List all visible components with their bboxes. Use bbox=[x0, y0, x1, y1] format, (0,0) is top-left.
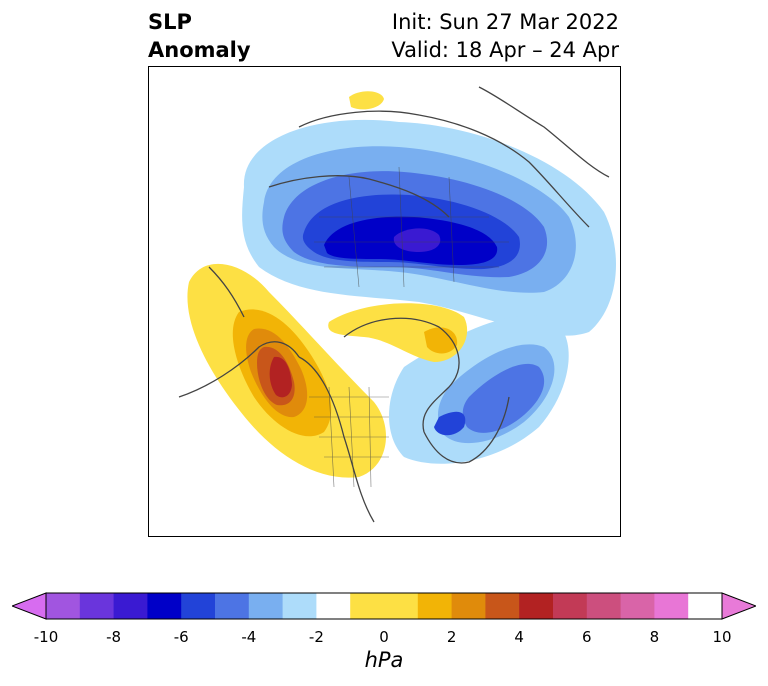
map-canvas bbox=[178, 86, 616, 523]
colorbar-tick-label: -10 bbox=[33, 628, 59, 646]
colorbar-segment bbox=[350, 593, 419, 619]
colorbar-segment bbox=[181, 593, 216, 619]
colorbar-segment bbox=[417, 593, 453, 619]
colorbar-segment bbox=[654, 593, 689, 619]
colorbar-tick-label: -6 bbox=[173, 628, 189, 646]
colorbar-segment bbox=[485, 593, 520, 619]
colorbar-segment bbox=[620, 593, 655, 619]
valid-range: Valid: 18 Apr – 24 Apr bbox=[391, 38, 619, 62]
positive-anomaly-pacific bbox=[187, 263, 386, 478]
colorbar bbox=[12, 592, 756, 620]
colorbar-extend-high bbox=[721, 592, 756, 620]
map-title: SLP Anomaly bbox=[148, 8, 251, 64]
title-line-2: Anomaly bbox=[148, 38, 251, 62]
colorbar-segment bbox=[248, 593, 284, 619]
colorbar-segment bbox=[215, 593, 250, 619]
colorbar-segment bbox=[113, 593, 148, 619]
init-date: Init: Sun 27 Mar 2022 bbox=[391, 10, 619, 34]
colorbar-segment bbox=[46, 593, 81, 619]
positive-anomaly-alaska bbox=[328, 303, 468, 362]
political-borders bbox=[309, 166, 509, 488]
slp-anomaly-map bbox=[148, 66, 621, 537]
negative-anomaly-arctic bbox=[242, 119, 616, 336]
colorbar-frame bbox=[45, 592, 723, 620]
positive-anomaly-arctic-small bbox=[349, 91, 384, 110]
colorbar-segment bbox=[316, 593, 351, 619]
colorbar-extend-low bbox=[12, 592, 47, 620]
colorbar-unit: hPa bbox=[364, 648, 404, 672]
colorbar-tick-label: 8 bbox=[649, 628, 660, 646]
colorbar-segment bbox=[553, 593, 588, 619]
colorbar-tick-label: 2 bbox=[446, 628, 457, 646]
colorbar-tick-label: 10 bbox=[712, 628, 732, 646]
forecast-dates: Init: Sun 27 Mar 2022 Valid: 18 Apr – 24… bbox=[391, 8, 619, 64]
colorbar-segment bbox=[688, 593, 723, 619]
colorbar-segment bbox=[282, 593, 317, 619]
colorbar-segment bbox=[586, 593, 622, 619]
colorbar-segment bbox=[519, 593, 554, 619]
colorbar-tick-label: 0 bbox=[379, 628, 389, 646]
colorbar-segments bbox=[46, 593, 723, 619]
colorbar-segment bbox=[79, 593, 115, 619]
title-line-1: SLP bbox=[148, 10, 192, 34]
colorbar-tick-label: -2 bbox=[308, 628, 324, 646]
colorbar-tick-label: 6 bbox=[582, 628, 592, 646]
colorbar-tick-label: 4 bbox=[514, 628, 524, 646]
colorbar-tick-label: -4 bbox=[241, 628, 257, 646]
colorbar-tick-label: -8 bbox=[106, 628, 122, 646]
colorbar-segment bbox=[451, 593, 486, 619]
colorbar-segment bbox=[147, 593, 182, 619]
